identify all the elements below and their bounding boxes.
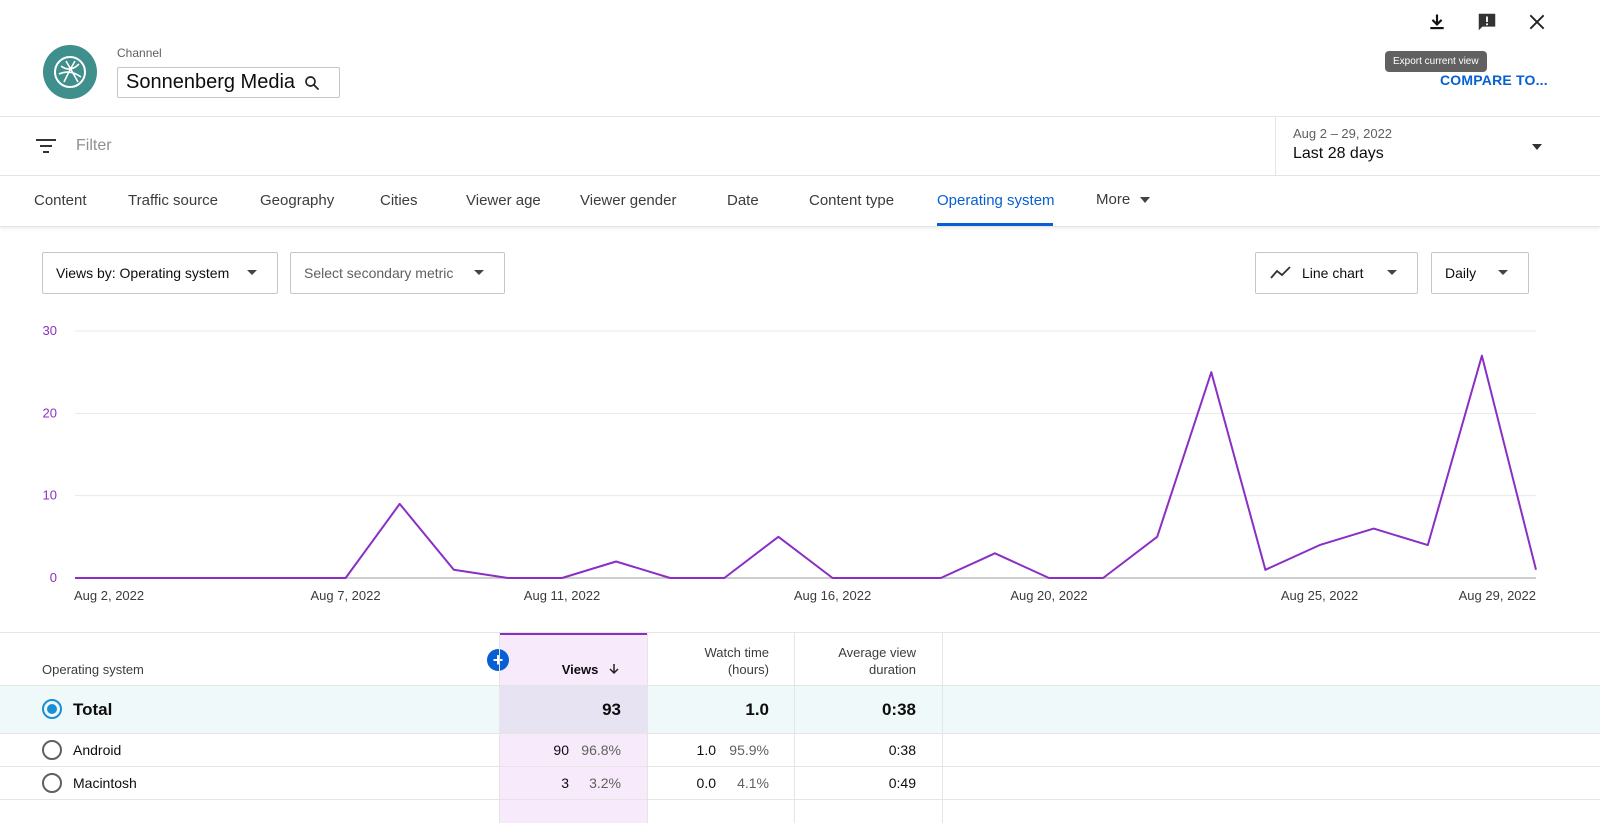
secondary-metric-select[interactable]: Select secondary metric [290, 252, 505, 294]
row-views: 3 [561, 775, 569, 791]
y-tick-label: 20 [43, 405, 57, 420]
tab-operating-system[interactable]: Operating system [937, 192, 1055, 209]
x-tick-label: Aug 2, 2022 [74, 588, 144, 603]
date-range-picker[interactable]: Aug 2 – 29, 2022 Last 28 days [1275, 117, 1600, 175]
feedback-icon[interactable] [1475, 10, 1499, 34]
header-avg-duration-line1: Average view [838, 645, 916, 660]
row-watch-pct: 95.9% [729, 742, 769, 758]
caret-down-icon [1498, 270, 1508, 275]
compare-button[interactable]: COMPARE TO... [1440, 72, 1548, 88]
x-tick-label: Aug 20, 2022 [1010, 588, 1087, 603]
data-table: Operating system + Views Watch time (hou… [0, 632, 1600, 823]
date-range-dates: Aug 2 – 29, 2022 [1293, 126, 1393, 141]
header-views-label: Views [561, 662, 599, 677]
channel-logo-icon [54, 56, 86, 88]
filter-bar: Filter Aug 2 – 29, 2022 Last 28 days [0, 117, 1600, 176]
active-tab-indicator [937, 223, 1053, 226]
tab-date[interactable]: Date [727, 192, 759, 209]
x-tick-label: Aug 29, 2022 [1459, 588, 1536, 603]
total-watch-time: 1.0 [745, 700, 769, 719]
export-tooltip: Export current view [1385, 51, 1487, 72]
channel-name: Sonnenberg Media [126, 71, 296, 93]
add-metric-button[interactable]: + [487, 649, 509, 671]
tab-content-type[interactable]: Content type [809, 192, 895, 209]
row-radio[interactable] [42, 740, 62, 760]
x-tick-label: Aug 7, 2022 [310, 588, 380, 603]
series-line [75, 354, 1537, 579]
channel-picker[interactable]: Sonnenberg Media [117, 67, 340, 98]
header-watch-time[interactable]: Watch time (hours) [650, 644, 769, 678]
search-icon [305, 75, 319, 90]
tab-viewer-age[interactable]: Viewer age [466, 192, 541, 209]
dimension-tabs: Content Traffic source Geography Cities … [0, 176, 1600, 227]
row-avg-duration: 0:38 [888, 742, 916, 758]
y-tick-label: 10 [43, 488, 57, 503]
total-views: 93 [602, 700, 621, 719]
row-watch-time: 0.0 [696, 775, 716, 791]
views-cell-highlight [499, 686, 647, 733]
tab-geography[interactable]: Geography [260, 192, 335, 209]
channel-label: Channel [117, 46, 162, 60]
primary-metric-select[interactable]: Views by: Operating system [42, 252, 278, 294]
row-avg-duration: 0:49 [888, 775, 916, 791]
header-watch-time-line2: (hours) [727, 662, 769, 677]
column-divider [794, 633, 795, 823]
filter-icon[interactable] [35, 136, 57, 156]
secondary-metric-label: Select secondary metric [304, 265, 454, 281]
primary-metric-label: Views by: Operating system [56, 265, 230, 281]
date-range-period: Last 28 days [1293, 145, 1384, 162]
header-avg-duration-line2: duration [869, 662, 916, 677]
views-column-accent [499, 633, 647, 635]
sort-down-arrow-icon [609, 664, 619, 675]
tab-more-label: More [1096, 191, 1131, 208]
row-radio[interactable] [42, 773, 62, 793]
filter-input[interactable]: Filter [76, 137, 112, 154]
header-operating-system[interactable]: Operating system [42, 662, 144, 677]
caret-down-icon [1140, 197, 1151, 204]
row-watch-pct: 4.1% [737, 775, 769, 791]
column-divider [499, 633, 500, 823]
row-views: 90 [553, 742, 569, 758]
x-tick-label: Aug 25, 2022 [1281, 588, 1358, 603]
x-tick-label: Aug 11, 2022 [524, 588, 600, 603]
table-row[interactable]: Macintosh 3 3.2% 0.0 4.1% 0:49 [0, 767, 1600, 800]
row-watch-time: 1.0 [696, 742, 716, 758]
chevron-down-icon [1532, 144, 1542, 150]
y-tick-label: 0 [50, 570, 57, 585]
channel-avatar [43, 45, 97, 99]
views-line-chart: 0 10 20 30 Aug 2, 2022 Aug 7, 2022 Aug 11, 202… [43, 323, 1537, 603]
total-radio[interactable] [42, 699, 62, 719]
caret-down-icon [474, 270, 484, 275]
chart-type-select[interactable]: Line chart [1255, 252, 1418, 294]
tab-viewer-gender[interactable]: Viewer gender [580, 192, 677, 209]
header-avg-view-duration[interactable]: Average view duration [798, 644, 916, 678]
tab-traffic-source[interactable]: Traffic source [128, 192, 219, 209]
granularity-select[interactable]: Daily [1431, 252, 1529, 294]
header-watch-time-line1: Watch time [704, 645, 769, 660]
y-tick-label: 30 [43, 323, 57, 338]
tab-cities[interactable]: Cities [380, 192, 418, 209]
granularity-label: Daily [1445, 265, 1477, 281]
header-views[interactable]: Views [540, 661, 620, 678]
chart-type-label: Line chart [1302, 265, 1364, 281]
row-views-pct: 3.2% [589, 775, 621, 791]
caret-down-icon [247, 270, 257, 275]
total-label: Total [73, 700, 113, 719]
table-row[interactable]: Android 90 96.8% 1.0 95.9% 0:38 [0, 734, 1600, 767]
table-row-total[interactable]: Total 93 1.0 0:38 [0, 685, 1600, 734]
x-tick-label: Aug 16, 2022 [794, 588, 871, 603]
total-avg-duration: 0:38 [881, 700, 916, 719]
close-icon[interactable] [1525, 10, 1549, 34]
caret-down-icon [1387, 270, 1397, 275]
column-divider [942, 633, 943, 823]
header: Channel Sonnenberg Media Export current … [0, 0, 1600, 117]
line-chart-icon [1270, 266, 1291, 279]
row-label: Macintosh [73, 775, 137, 791]
row-label: Android [73, 742, 122, 758]
download-icon[interactable] [1425, 10, 1449, 34]
row-views-pct: 96.8% [581, 742, 621, 758]
column-divider [647, 633, 648, 823]
tab-more[interactable]: More [1096, 191, 1151, 208]
tab-content[interactable]: Content [34, 192, 87, 209]
